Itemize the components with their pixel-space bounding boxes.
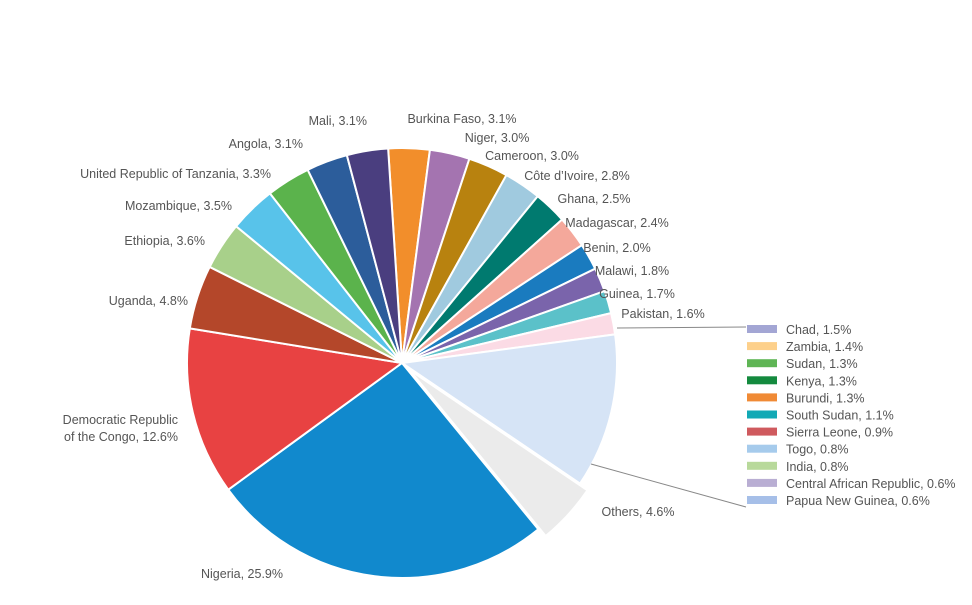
slice-label: Madagascar, 2.4% [565,216,669,230]
legend-label: Zambia, 1.4% [786,340,863,354]
pie-slice-mali[interactable] [345,147,403,364]
slice-label: Mali, 3.1% [309,114,367,128]
legend-swatch [747,496,777,504]
legend-item-togo: Togo, 0.8% [747,443,849,457]
legend-swatch [747,359,777,368]
legend-label: South Sudan, 1.1% [786,409,894,423]
legend-swatch [747,325,777,333]
slice-label: Democratic Republic of the Congo, 12.6% [63,413,178,444]
pie-slice-nigeria[interactable] [226,361,540,579]
legend-swatch [747,376,777,385]
slice-label: Côte d’Ivoire, 2.8% [524,169,630,183]
slice-label: Burkina Faso, 3.1% [407,112,516,126]
legend-item-south-sudan: South Sudan, 1.1% [747,409,894,423]
slice-label: Others, 4.6% [602,505,675,519]
slice-label: Uganda, 4.8% [109,294,188,308]
pie-slice-democratic-republic-of-the-congo[interactable] [186,327,405,492]
legend-swatch [747,427,777,436]
legend-item-chad: Chad, 1.5% [747,323,851,337]
legend-item-sudan: Sudan, 1.3% [747,357,858,371]
legend-swatch [747,342,777,351]
slice-label: Pakistan, 1.6% [621,307,704,321]
legend-item-india: India, 0.8% [747,460,849,474]
pie-slice-others[interactable] [408,368,589,538]
legend-swatch [747,461,777,470]
legend-item-burundi: Burundi, 1.3% [747,391,865,405]
leader-line [590,463,747,508]
pie-slice-legend-group[interactable] [399,333,618,485]
legend-label: Burundi, 1.3% [786,391,865,405]
legend-swatch [747,410,777,419]
slice-label: Ghana, 2.5% [558,192,631,206]
legend-label: Kenya, 1.3% [786,374,857,388]
slice-label: Niger, 3.0% [465,131,530,145]
slice-label: Mozambique, 3.5% [125,199,232,213]
legend-item-zambia: Zambia, 1.4% [747,340,863,354]
slice-label: United Republic of Tanzania, 3.3% [80,167,271,181]
legend-item-sierra-leone: Sierra Leone, 0.9% [747,426,893,440]
slice-label: Malawi, 1.8% [595,264,669,278]
legend-item-papua-new-guinea: Papua New Guinea, 0.6% [747,494,930,508]
legend-label: India, 0.8% [786,460,849,474]
legend-item-central-african-republic: Central African Republic, 0.6% [747,477,956,491]
slice-label: Angola, 3.1% [229,137,303,151]
legend-swatch [747,393,777,402]
slice-label: Nigeria, 25.9% [201,567,283,581]
slice-label: Cameroon, 3.0% [485,149,579,163]
legend-swatch [747,478,777,487]
legend-label: Togo, 0.8% [786,443,849,457]
legend: Chad, 1.5% Zambia, 1.4% Sudan, 1.3% Kenya, … [747,323,956,508]
slice-label: Ethiopia, 3.6% [124,234,205,248]
legend-label: Central African Republic, 0.6% [786,477,956,491]
legend-label: Papua New Guinea, 0.6% [786,494,930,508]
legend-item-kenya: Kenya, 1.3% [747,374,857,388]
slice-label: Benin, 2.0% [583,241,650,255]
legend-label: Sierra Leone, 0.9% [786,426,893,440]
leader-line [616,326,747,329]
legend-swatch [747,444,777,453]
slice-label: Guinea, 1.7% [599,287,675,301]
legend-label: Sudan, 1.3% [786,357,858,371]
legend-label: Chad, 1.5% [786,323,851,337]
